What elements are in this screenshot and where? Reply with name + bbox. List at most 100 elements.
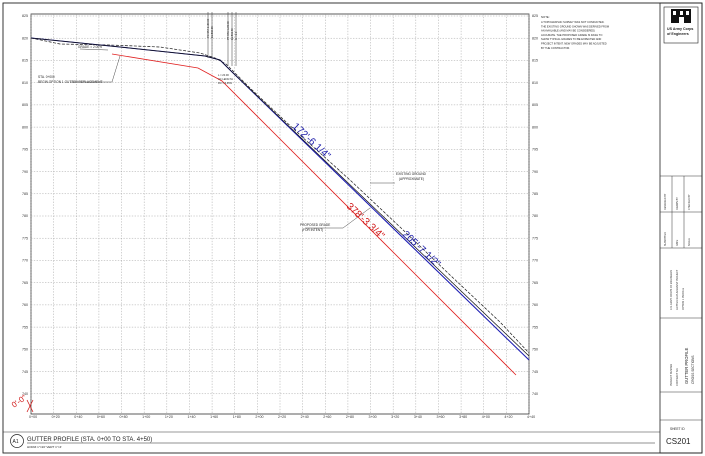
elevation-tick-label-right: 810 bbox=[532, 81, 538, 85]
revision-block bbox=[660, 175, 702, 421]
agency-name: US Army Corps bbox=[667, 27, 693, 31]
svg-text:EL 813.50: EL 813.50 bbox=[230, 28, 234, 40]
svg-text:U.S. ARMY CORPS OF ENGINEERS: U.S. ARMY CORPS OF ENGINEERS bbox=[670, 270, 673, 310]
elevation-tick-label-right: 770 bbox=[532, 259, 538, 263]
elevation-tick-label-right: 745 bbox=[532, 370, 538, 374]
station-tick-label: 4+00 bbox=[482, 415, 490, 419]
existing-ground-line bbox=[30, 37, 530, 354]
elevation-tick-label: 745 bbox=[22, 370, 28, 374]
elevation-tick-label-right: 805 bbox=[532, 103, 538, 107]
usace-logo-box bbox=[663, 6, 699, 44]
station-axis: 0+00 0+20 0+40 0+60 0+80 1+00 1+20 1+40 1+60 1+80… bbox=[29, 415, 535, 419]
elevation-tick-label: 815 bbox=[22, 59, 28, 63]
title-block-small-text: DESIGNED BY DRAWN BY CHECKED BY SUBMITTE… bbox=[664, 193, 691, 386]
elevation-tick-label-right: 760 bbox=[532, 303, 538, 307]
station-tick-label: 1+60 bbox=[210, 415, 218, 419]
elevation-tick-label: 810 bbox=[22, 81, 28, 85]
note-line: SHOW TYPICAL GRADES TO BE EXPECTED AND bbox=[541, 37, 601, 41]
station-tick-label: 3+00 bbox=[369, 415, 377, 419]
corner-marker bbox=[26, 399, 34, 413]
elevation-tick-label: 790 bbox=[22, 170, 28, 174]
elevation-tick-label: 740 bbox=[22, 392, 28, 396]
elevation-tick-label: 820 bbox=[22, 36, 28, 40]
svg-text:DESIGNED BY: DESIGNED BY bbox=[664, 193, 667, 210]
elevation-tick-label-right: 775 bbox=[532, 236, 538, 240]
profile-grid bbox=[30, 14, 530, 414]
elevation-tick-label: 785 bbox=[22, 192, 28, 196]
station-tick-label: 1+00 bbox=[142, 415, 150, 419]
sheet-id: CS201 bbox=[666, 437, 691, 446]
station-label-desc: BEGIN OPTION 1 GUTTER REPLACEMENT bbox=[38, 80, 103, 84]
detail-title: GUTTER PROFILE (STA. 0+00 TO STA. 4+50) bbox=[27, 437, 152, 443]
station-tick-label: 0+20 bbox=[52, 415, 60, 419]
elevation-tick-label-right: 820 bbox=[532, 36, 538, 40]
svg-text:DRAWN BY: DRAWN BY bbox=[676, 197, 679, 210]
elevation-tick-label: 795 bbox=[22, 148, 28, 152]
leaders bbox=[70, 48, 395, 229]
station-tick-label: 0+00 bbox=[29, 415, 37, 419]
svg-text:SUBMITTED: SUBMITTED bbox=[664, 232, 667, 246]
svg-text:PROJECT NUMBER: PROJECT NUMBER bbox=[670, 364, 673, 386]
proposed-grade-label-2: (FOR INTENT) bbox=[302, 228, 323, 232]
elevation-tick-label-right: 815 bbox=[532, 59, 538, 63]
grade-label: GRADE = 2.00% bbox=[78, 45, 102, 49]
elevation-tick-label: 825 bbox=[22, 14, 28, 18]
proposed-grade-line bbox=[111, 53, 517, 376]
sheet-subtitle: CROSS SECTIONS bbox=[691, 355, 695, 384]
slope-dimension-2: 205'-7 1/2" bbox=[400, 229, 443, 270]
detail-id: A1 bbox=[13, 439, 19, 445]
sheet-title: GUTTER PROFILE bbox=[684, 347, 689, 384]
proposed-grade-label: PROPOSED GRADE bbox=[300, 223, 330, 227]
detail-id-circle bbox=[10, 434, 24, 448]
note-title: NOTE: bbox=[541, 15, 550, 19]
title-block bbox=[659, 2, 703, 454]
station-tick-label: 0+40 bbox=[74, 415, 82, 419]
existing-ground-label-2: (APPROXIMATE) bbox=[399, 177, 424, 181]
station-tick-label: 2+60 bbox=[323, 415, 331, 419]
elevation-axis: 825 820 815 810 805 800 795 790 785 780 775 770 765 7… bbox=[22, 14, 28, 396]
svg-text:SCALE: SCALE bbox=[688, 238, 691, 246]
station-tick-label: 2+40 bbox=[301, 415, 309, 419]
elevation-tick-label: 765 bbox=[22, 281, 28, 285]
detail-scale: HORIZ 1"=20' VERT 1"=4' bbox=[27, 445, 62, 449]
elevation-tick-label-right: 755 bbox=[532, 325, 538, 329]
svg-text:CONTRACT NO.: CONTRACT NO. bbox=[676, 368, 679, 386]
elevation-tick-label: 780 bbox=[22, 214, 28, 218]
svg-text:GUTTER REPLACEMENT PROJECT: GUTTER REPLACEMENT PROJECT bbox=[676, 269, 679, 310]
station-tick-label: 3+40 bbox=[414, 415, 422, 419]
note-line: A TOPOGRAPHIC SURVEY WAS NOT CONDUCTED. bbox=[541, 20, 605, 24]
station-tick-label: 3+80 bbox=[459, 415, 467, 419]
elevation-tick-label: 760 bbox=[22, 303, 28, 307]
elevation-tick-label: 805 bbox=[22, 103, 28, 107]
elevation-tick-label-right: 795 bbox=[532, 148, 538, 152]
station-label: STA. 0+000 bbox=[38, 75, 55, 79]
elevation-tick-label-right: 740 bbox=[532, 392, 538, 396]
slope-dimension-3: 378'-3 3/4" bbox=[344, 201, 387, 242]
svg-text:PT STA 1+80.00: PT STA 1+80.00 bbox=[226, 21, 230, 40]
note-line: THE EXISTING GROUND SHOWN WAS DERIVED FR… bbox=[541, 24, 609, 28]
station-tick-label: 2+80 bbox=[346, 415, 354, 419]
station-tick-label: 3+20 bbox=[391, 415, 399, 419]
station-tick-label: 4+40 bbox=[527, 415, 535, 419]
elevation-tick-label: 755 bbox=[22, 325, 28, 329]
station-tick-label: 2+00 bbox=[255, 415, 263, 419]
station-callouts bbox=[207, 12, 237, 66]
svg-text:OPTION 1 PROFILE: OPTION 1 PROFILE bbox=[682, 288, 685, 310]
svg-text:K = 3.0: K = 3.0 bbox=[234, 31, 238, 40]
usace-castle-icon bbox=[671, 9, 691, 23]
elevation-tick-label-right: 800 bbox=[532, 125, 538, 129]
elevation-tick-label: 800 bbox=[22, 125, 28, 129]
agency-name-2: of Engineers bbox=[667, 32, 689, 36]
station-tick-label: 4+20 bbox=[504, 415, 512, 419]
svg-text:DATE: DATE bbox=[676, 239, 679, 246]
svg-text:PC STA 1+60.00: PC STA 1+60.00 bbox=[206, 18, 210, 38]
elevation-tick-label: 775 bbox=[22, 236, 28, 240]
existing-ground-solid bbox=[30, 37, 530, 357]
station-callout-text: PC STA 1+60.00 EL 815.35 PT STA 1+80.00 … bbox=[206, 18, 238, 85]
sheet-id-label: SHEET ID bbox=[670, 427, 685, 431]
existing-ground-label: EXISTING GROUND bbox=[396, 172, 427, 176]
note-line: BY THE CONTRACTOR. bbox=[541, 46, 570, 50]
elevation-tick-label-right: 785 bbox=[532, 192, 538, 196]
station-tick-label: 0+60 bbox=[97, 415, 105, 419]
